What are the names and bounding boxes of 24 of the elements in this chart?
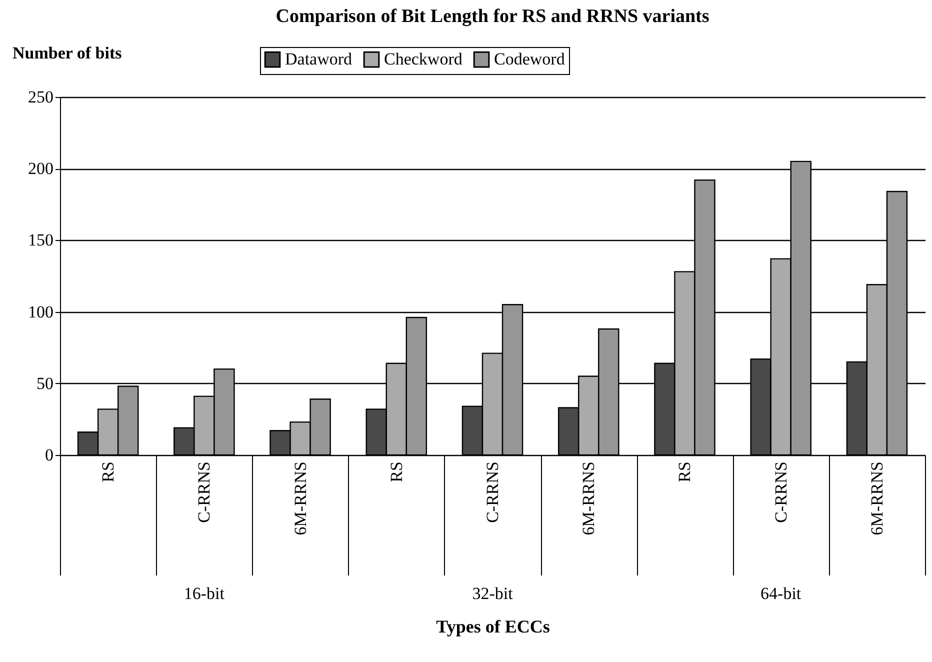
- legend-label: Dataword: [285, 50, 353, 69]
- x-tick-label: C-RRNS: [483, 462, 502, 523]
- y-tick-label: 50: [36, 374, 54, 393]
- x-tick-label: 6M-RRNS: [867, 462, 886, 536]
- chart-title: Comparison of Bit Length for RS and RRNS variants: [276, 6, 710, 27]
- x-axis-title: Types of ECCs: [436, 616, 550, 636]
- y-tick-label: 100: [28, 302, 54, 322]
- x-tick-label: RS: [675, 462, 694, 482]
- x-tick-label: C-RRNS: [194, 462, 214, 523]
- y-tick-label: 0: [45, 446, 54, 464]
- x-tick-label: RS: [386, 462, 406, 482]
- y-axis-title: Number of bits: [12, 44, 122, 62]
- x-tick-label: 6M-RRNS: [579, 462, 598, 536]
- x-tick-label: 6M-RRNS: [290, 462, 310, 536]
- legend-label: Checkword: [384, 50, 463, 69]
- text: 64-bit: [760, 584, 802, 603]
- y-tick-label: 250: [28, 88, 54, 106]
- y-tick-label: 200: [28, 159, 54, 178]
- y-tick-label: 150: [28, 230, 54, 250]
- legend-label: Codeword: [494, 50, 566, 69]
- x-tick-label: C-RRNS: [771, 462, 790, 523]
- text: 32-bit: [472, 584, 514, 603]
- text: 16-bit: [184, 584, 225, 603]
- x-tick-label: RS: [98, 462, 118, 482]
